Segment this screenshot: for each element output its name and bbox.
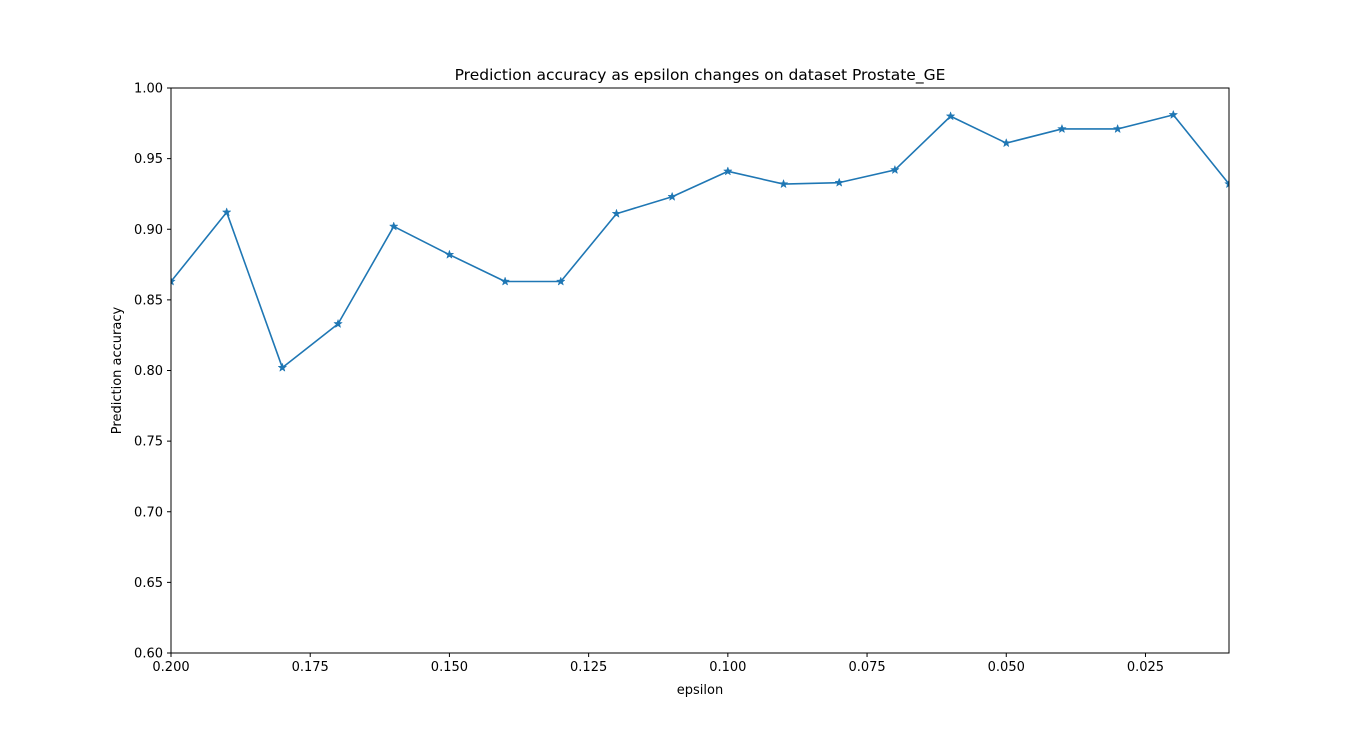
data-point-marker — [1001, 137, 1012, 148]
data-point-marker — [945, 111, 956, 121]
data-point-marker — [171, 276, 176, 286]
data-point-marker — [1168, 109, 1179, 119]
y-axis-label: Prediction accuracy — [110, 307, 125, 435]
x-tick-label: 0.075 — [848, 660, 885, 675]
data-point-marker — [277, 362, 288, 372]
x-tick-label: 0.200 — [152, 660, 189, 675]
y-axis-ticks: 0.60 0.65 0.70 0.75 0.80 0.85 0.90 0.95 1.00 — [134, 82, 171, 662]
data-point-marker — [500, 276, 510, 286]
x-axis-ticks: 0.200 0.175 0.150 0.125 0.100 0.075 0.050 0.025 — [152, 653, 1164, 675]
y-tick-label: 0.90 — [134, 223, 163, 238]
y-tick-label: 0.60 — [134, 647, 163, 662]
y-tick-label: 0.65 — [134, 576, 163, 591]
y-tick-label: 0.70 — [134, 505, 163, 520]
data-point-marker — [555, 276, 566, 286]
data-point-marker — [834, 177, 845, 187]
y-tick-label: 1.00 — [134, 82, 163, 97]
x-tick-label: 0.175 — [292, 660, 329, 675]
data-point-marker — [667, 191, 678, 201]
y-tick-label: 0.80 — [134, 364, 163, 379]
y-tick-label: 0.75 — [134, 435, 163, 450]
data-point-marker — [722, 166, 733, 176]
chart-title: Prediction accuracy as epsilon changes o… — [455, 66, 946, 85]
data-point-marker — [1112, 123, 1123, 134]
x-axis-label: epsilon — [677, 683, 723, 698]
data-point-marker — [1224, 178, 1229, 189]
data-point-marker — [778, 178, 789, 189]
series-group — [171, 109, 1229, 372]
data-point-marker — [1057, 123, 1067, 134]
y-tick-label: 0.95 — [134, 152, 163, 167]
series-line — [171, 114, 1229, 369]
data-point-marker — [388, 221, 399, 231]
data-point-marker — [333, 318, 343, 329]
x-tick-label: 0.025 — [1127, 660, 1164, 675]
y-tick-label: 0.85 — [134, 293, 163, 308]
x-tick-label: 0.100 — [709, 660, 746, 675]
x-tick-label: 0.050 — [988, 660, 1025, 675]
x-tick-label: 0.150 — [431, 660, 468, 675]
data-point-marker — [611, 208, 622, 218]
data-point-marker — [890, 164, 900, 175]
x-tick-label: 0.125 — [570, 660, 607, 675]
data-point-marker — [221, 207, 232, 217]
data-point-marker — [444, 249, 455, 259]
